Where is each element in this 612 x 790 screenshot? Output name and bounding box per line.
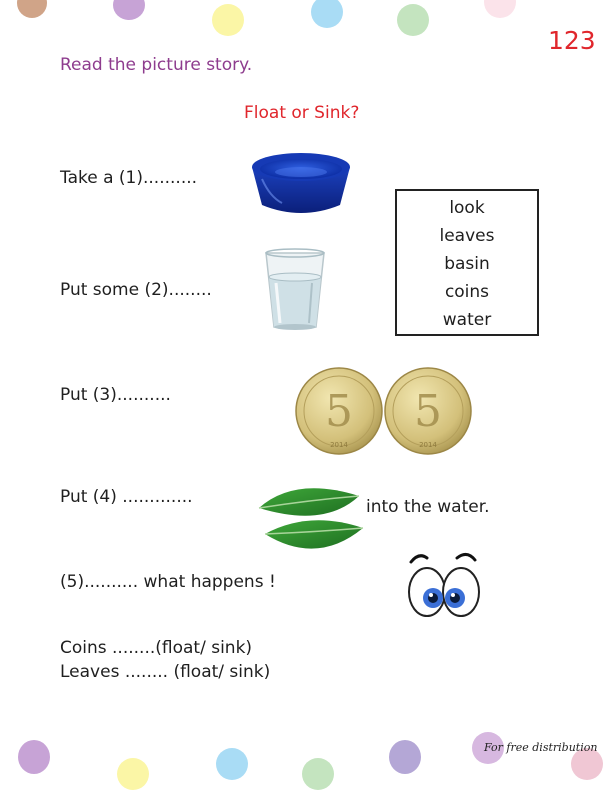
story-line-4-end: into the water. (366, 497, 490, 517)
story-line-2: Put some (2)........ (60, 280, 212, 300)
coin-right: 5 2014 (384, 367, 472, 455)
story-line-5: (5).......... what happens ! (60, 572, 276, 592)
decorative-dot (472, 732, 504, 764)
story-title: Float or Sink? (244, 103, 360, 123)
word-box: look leaves basin coins water (395, 189, 539, 336)
word-box-item: water (442, 310, 492, 330)
coin-left: 5 2014 (295, 367, 383, 455)
leaves-image (258, 488, 364, 549)
instruction-text: Read the picture story. (60, 55, 253, 75)
decorative-dot (389, 740, 421, 774)
coin-number: 5 (414, 386, 442, 437)
story-line-3: Put (3).......... (60, 385, 171, 405)
page-number: 123 (548, 26, 596, 55)
decorative-dot (397, 4, 429, 36)
glass-of-water-image (265, 248, 325, 330)
blue-basin-image (252, 153, 350, 213)
coin-year: 2014 (419, 441, 437, 449)
word-box-item: leaves (439, 226, 495, 246)
answer-coins: Coins ........(float/ sink) (60, 638, 253, 658)
decorative-dot (18, 740, 50, 774)
word-box-item: coins (444, 282, 490, 302)
decorative-dot (484, 0, 516, 18)
answer-leaves: Leaves ........ (float/ sink) (60, 662, 271, 682)
decorative-dot (302, 758, 334, 790)
story-line-4: Put (4) ............. (60, 487, 193, 507)
decorative-dot (117, 758, 149, 790)
word-box-item: basin (444, 254, 490, 274)
coin-number: 5 (325, 386, 353, 437)
decorative-dot (17, 0, 47, 18)
eyes-image (408, 553, 480, 617)
coins-image: 5 2014 5 2014 (295, 367, 472, 455)
decorative-dot (216, 748, 248, 780)
decorative-dot (311, 0, 343, 28)
decorative-dot (113, 0, 145, 20)
coin-year: 2014 (330, 441, 348, 449)
story-line-1: Take a (1).......... (60, 168, 198, 188)
word-box-item: look (449, 198, 485, 218)
decorative-dot (212, 4, 244, 36)
footer-text: For free distribution (484, 741, 598, 754)
